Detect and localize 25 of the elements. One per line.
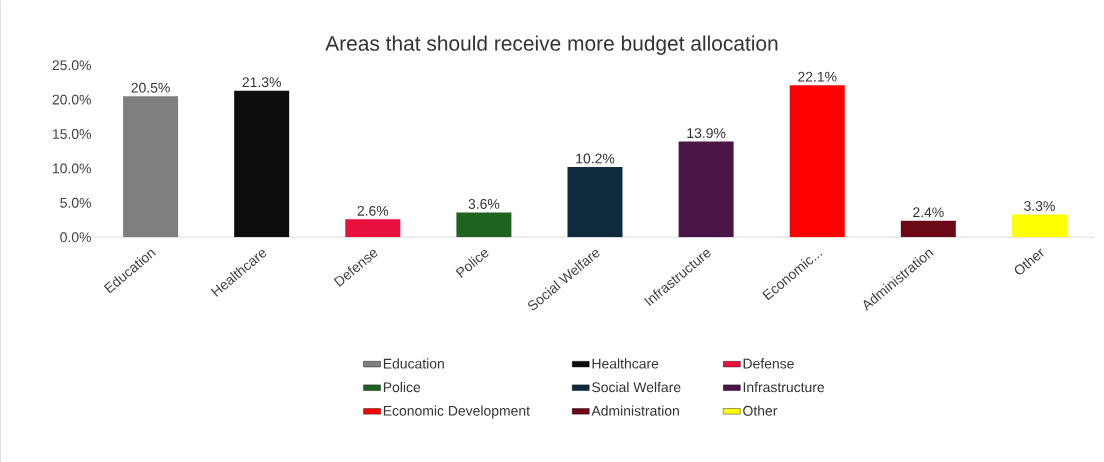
legend-label: Economic Development <box>383 405 530 419</box>
legend-label: Defense <box>743 358 794 369</box>
data-label: 2.6% <box>357 205 389 216</box>
data-label: 2.4% <box>913 207 944 217</box>
data-label: 22.1% <box>798 71 837 82</box>
y-tick-label: 20.0% <box>52 94 91 105</box>
legend-label: Police <box>383 381 421 392</box>
data-label: 21.3% <box>242 77 281 87</box>
legend-label: Social Welfare <box>592 381 681 392</box>
y-tick-label: 10.0% <box>53 163 91 174</box>
y-tick-label: 5.0% <box>60 197 91 208</box>
y-tick-label: 25.0% <box>52 60 91 70</box>
data-label: 13.9% <box>687 127 726 138</box>
legend-label: Healthcare <box>592 358 659 369</box>
data-label: 10.2% <box>576 153 615 164</box>
legend-label: Other <box>743 405 778 416</box>
data-label: 20.5% <box>131 82 170 93</box>
chart-title: Areas that should receive more budget allocation <box>325 35 778 55</box>
y-tick-label: 15.0% <box>53 128 91 139</box>
legend-label: Education <box>383 358 444 369</box>
legend-label: Administration <box>591 405 679 416</box>
y-tick-label: 0.0% <box>60 232 91 242</box>
data-label: 3.6% <box>468 198 500 209</box>
data-label: 3.3% <box>1024 200 1055 211</box>
legend-label: Infrastructure <box>743 381 825 392</box>
